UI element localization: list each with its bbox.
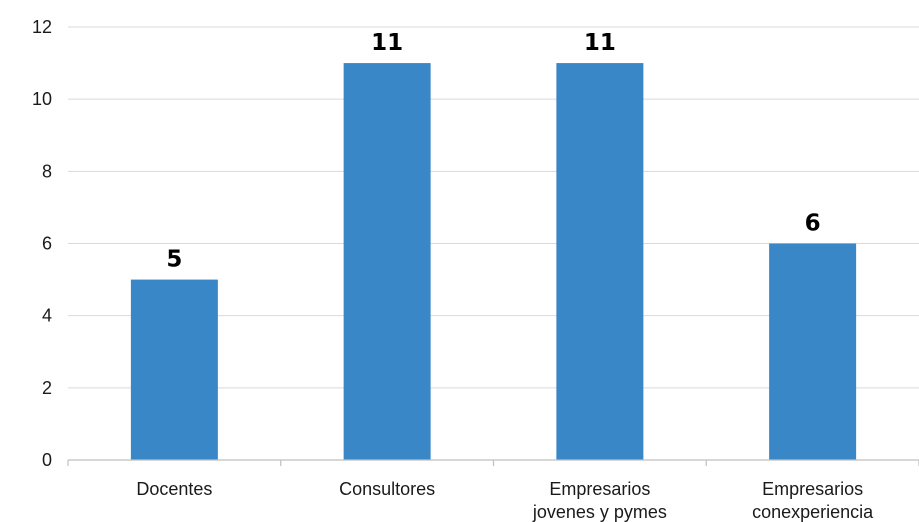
bar (769, 243, 857, 460)
x-axis (67, 459, 919, 466)
category-label: Empresarios (549, 479, 650, 499)
category-label: jovenes y pymes (532, 502, 667, 522)
y-tick-label: 2 (42, 378, 52, 398)
category-label: conexperiencia (752, 502, 874, 522)
x-axis-category-labels: Docentes Consultores Empresarios jovenes y … (136, 479, 874, 522)
bar (556, 63, 644, 460)
y-tick-label: 6 (42, 234, 52, 254)
bars (130, 63, 857, 460)
data-label: 6 (805, 211, 821, 237)
y-axis-tick-labels: 0 2 4 6 8 10 12 (32, 17, 52, 470)
y-tick-label: 8 (42, 161, 52, 181)
data-labels: 5 11 11 6 (166, 30, 820, 273)
data-label: 5 (166, 247, 182, 273)
bar (130, 279, 218, 460)
bar (343, 63, 431, 460)
y-tick-label: 12 (32, 17, 52, 37)
category-label: Consultores (339, 479, 435, 499)
data-label: 11 (584, 30, 616, 56)
y-tick-label: 10 (32, 89, 52, 109)
y-tick-label: 0 (42, 450, 52, 470)
data-label: 11 (371, 30, 403, 56)
category-label: Empresarios (762, 479, 863, 499)
y-tick-label: 4 (42, 306, 52, 326)
category-label: Docentes (136, 479, 212, 499)
